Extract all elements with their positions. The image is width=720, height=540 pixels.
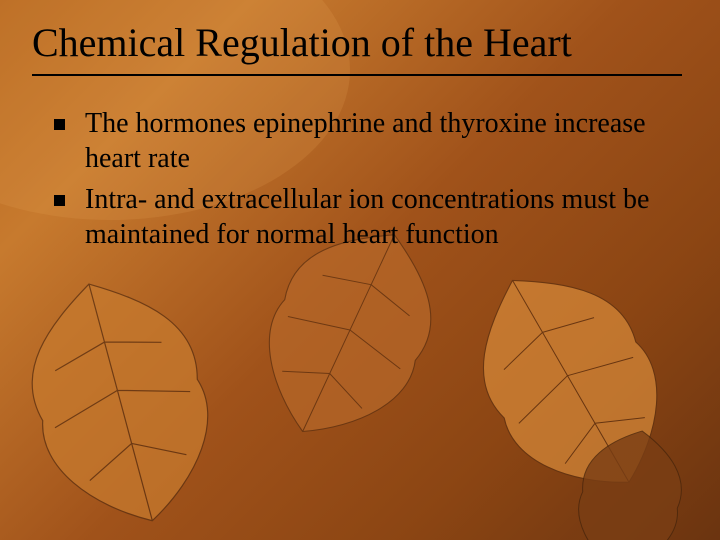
slide-body: The hormones epinephrine and thyroxine i…	[54, 106, 684, 258]
bullet-text: The hormones epinephrine and thyroxine i…	[85, 106, 684, 176]
bullet-square-icon	[54, 119, 65, 130]
slide: Chemical Regulation of the Heart The hor…	[0, 0, 720, 540]
bullet-item: Intra- and extracellular ion concentrati…	[54, 182, 684, 252]
background-leaves	[0, 0, 720, 540]
bullet-item: The hormones epinephrine and thyroxine i…	[54, 106, 684, 176]
title-underline	[32, 74, 682, 76]
slide-title: Chemical Regulation of the Heart	[32, 20, 688, 66]
bullet-text: Intra- and extracellular ion concentrati…	[85, 182, 684, 252]
bullet-square-icon	[54, 195, 65, 206]
